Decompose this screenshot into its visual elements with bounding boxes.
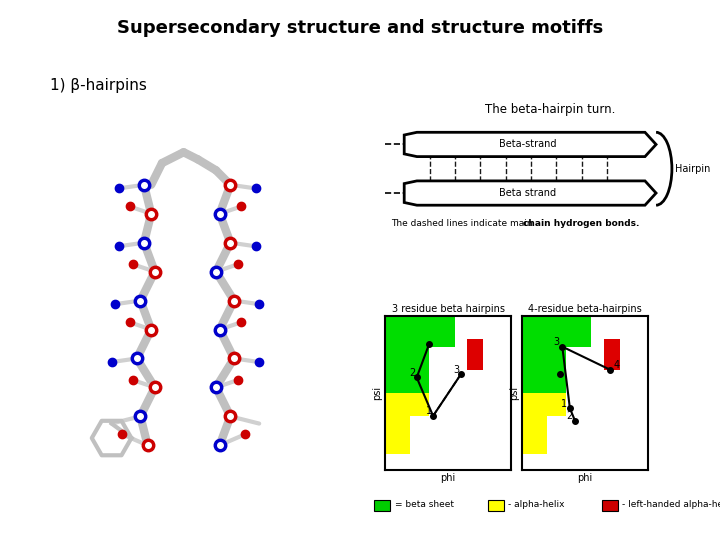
Text: 2: 2	[566, 411, 572, 421]
Polygon shape	[604, 339, 621, 370]
Text: 3: 3	[263, 279, 272, 293]
Text: The beta-hairpin turn.: The beta-hairpin turn.	[485, 103, 615, 116]
X-axis label: phi: phi	[577, 472, 593, 483]
Text: 2: 2	[409, 368, 415, 378]
Polygon shape	[404, 132, 656, 157]
Text: - left-handed alpha-helix: - left-handed alpha-helix	[622, 501, 720, 509]
Text: A 3 residue
beta-hairpin.: A 3 residue beta-hairpin.	[22, 141, 99, 165]
Text: The dashed lines indicate main: The dashed lines indicate main	[392, 219, 536, 228]
X-axis label: phi: phi	[441, 472, 456, 483]
Text: - alpha-helix: - alpha-helix	[508, 501, 564, 509]
Polygon shape	[404, 181, 656, 205]
Text: Supersecondary structure and structure motiffs: Supersecondary structure and structure m…	[117, 19, 603, 37]
Text: = beta sheet: = beta sheet	[395, 501, 454, 509]
Text: The residues
labelled 1 - 3
adopt
conformations
shown in the
following
Ramachand: The residues labelled 1 - 3 adopt confor…	[22, 253, 90, 345]
Polygon shape	[385, 316, 410, 347]
Text: chain hydrogen bonds.: chain hydrogen bonds.	[523, 219, 639, 228]
Polygon shape	[522, 393, 566, 455]
Title: 3 residue beta hairpins: 3 residue beta hairpins	[392, 303, 505, 314]
Title: 4-residue beta-hairpins: 4-residue beta-hairpins	[528, 303, 642, 314]
Text: 1: 1	[426, 407, 432, 416]
Text: Beta strand: Beta strand	[499, 188, 557, 198]
Text: 2: 2	[184, 163, 194, 177]
Polygon shape	[467, 339, 484, 370]
Text: 3: 3	[454, 365, 459, 375]
Y-axis label: psi: psi	[509, 386, 519, 400]
Text: Hairpin: Hairpin	[675, 164, 711, 174]
Text: 4: 4	[614, 360, 620, 370]
Text: 3: 3	[554, 337, 559, 347]
Polygon shape	[385, 316, 454, 393]
Y-axis label: psi: psi	[372, 386, 382, 400]
Text: 1: 1	[561, 399, 567, 409]
Text: 1) β-hairpins: 1) β-hairpins	[50, 78, 148, 93]
Polygon shape	[385, 393, 429, 455]
Text: Beta-strand: Beta-strand	[499, 139, 557, 150]
Text: 1: 1	[97, 279, 107, 293]
Polygon shape	[522, 316, 591, 393]
